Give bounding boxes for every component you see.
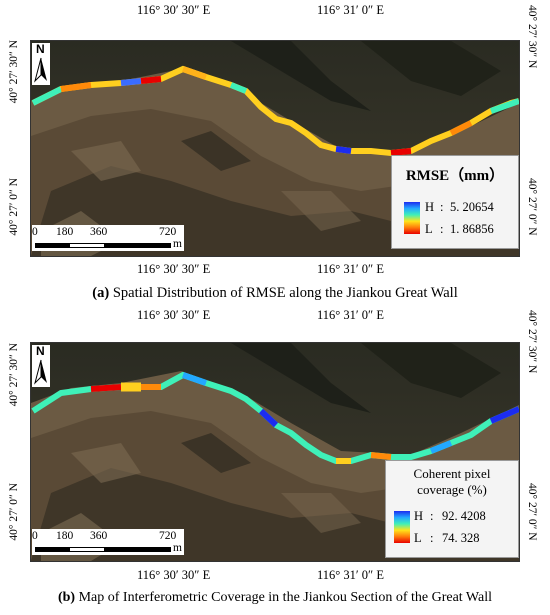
bottom-longitude-east: 116° 31′ 0″ E	[317, 262, 384, 276]
scale-tick-0: 0	[32, 226, 38, 238]
north-letter: N	[36, 42, 45, 56]
legend-low-label-b: L	[414, 531, 422, 545]
legend-color-ramp-b	[394, 511, 410, 543]
scale-bar-b: 0 180 360 720 m	[32, 529, 184, 555]
bottom-longitude-west: 116° 30′ 30″ E	[137, 262, 211, 276]
scale-tick-360: 360	[90, 226, 108, 238]
top-longitude-west-b: 116° 30′ 30″ E	[137, 308, 211, 322]
caption-b-prefix: (b)	[57, 590, 76, 605]
top-longitude-east-b: 116° 31′ 0″ E	[317, 308, 384, 322]
legend-title-line1: Coherent pixel	[413, 466, 491, 481]
legend-low-label: L	[425, 222, 433, 236]
coverage-legend: Coherent pixel coverage (%) H : 92. 4208…	[385, 460, 519, 558]
scale-unit-b: m	[173, 542, 182, 554]
scale-tick-0-b: 0	[32, 530, 38, 542]
great-wall-coverage-path	[31, 371, 519, 464]
scale-tick-180-b: 180	[56, 530, 74, 542]
legend-low-value-b: 74. 328	[442, 531, 480, 545]
rmse-legend: RMSE（mm） H : 5. 20654 L : 1. 86856	[391, 155, 519, 249]
scale-tick-360-b: 360	[90, 530, 108, 542]
caption-b-text: Map of Interferometric Coverage in the J…	[75, 590, 493, 605]
north-arrow: N	[32, 42, 50, 85]
caption-a-text: Spatial Distribution of RMSE along the J…	[109, 285, 458, 301]
legend-high-value-b: 92. 4208	[442, 509, 486, 523]
bottom-longitude-east-b: 116° 31′ 0″ E	[317, 568, 384, 582]
north-letter-b: N	[36, 344, 45, 358]
caption-a: (a) Spatial Distribution of RMSE along t…	[0, 285, 550, 302]
left-latitude-south: 40° 27′ 0″ N	[8, 178, 20, 236]
legend-title: RMSE（mm）	[405, 168, 505, 184]
legend-title-line2: coverage (%)	[417, 482, 487, 497]
top-longitude-west: 116° 30′ 30″ E	[137, 3, 211, 17]
great-wall-rmse-path	[31, 65, 519, 157]
right-latitude-north-b: 40° 27′ 30″ N	[526, 310, 538, 374]
scale-bar-graphic	[35, 243, 171, 248]
left-latitude-north: 40° 27′ 30″ N	[8, 40, 20, 104]
panel-b: 116° 30′ 30″ E 116° 31′ 0″ E 116° 30′ 30…	[0, 305, 550, 615]
scale-bar: 0 180 360 720 m	[32, 225, 184, 251]
left-latitude-south-b: 40° 27′ 0″ N	[8, 483, 20, 541]
scale-tick-180: 180	[56, 226, 74, 238]
right-latitude-north: 40° 27′ 30″ N	[526, 5, 538, 69]
north-arrow-icon	[34, 57, 47, 83]
north-arrow-b: N	[32, 344, 50, 387]
right-latitude-south: 40° 27′ 0″ N	[526, 178, 538, 236]
legend-high-label: H	[425, 200, 435, 214]
caption-a-prefix: (a)	[92, 285, 110, 301]
legend-high-label-b: H	[414, 509, 424, 523]
right-latitude-south-b: 40° 27′ 0″ N	[526, 483, 538, 541]
left-latitude-north-b: 40° 27′ 30″ N	[8, 343, 20, 407]
scale-tick-720: 720	[159, 226, 177, 238]
bottom-longitude-west-b: 116° 30′ 30″ E	[137, 568, 211, 582]
scale-unit: m	[173, 238, 182, 250]
panel-a: 116° 30′ 30″ E 116° 31′ 0″ E 116° 30′ 30…	[0, 0, 550, 305]
legend-high-value: 5. 20654	[450, 200, 494, 214]
caption-b: (b) Map of Interferometric Coverage in t…	[0, 590, 550, 606]
legend-color-ramp	[404, 202, 420, 234]
north-arrow-icon	[34, 359, 47, 385]
scale-bar-graphic-b	[35, 547, 171, 552]
top-longitude-east: 116° 31′ 0″ E	[317, 3, 384, 17]
legend-low-value: 1. 86856	[450, 222, 494, 236]
scale-tick-720-b: 720	[159, 530, 177, 542]
